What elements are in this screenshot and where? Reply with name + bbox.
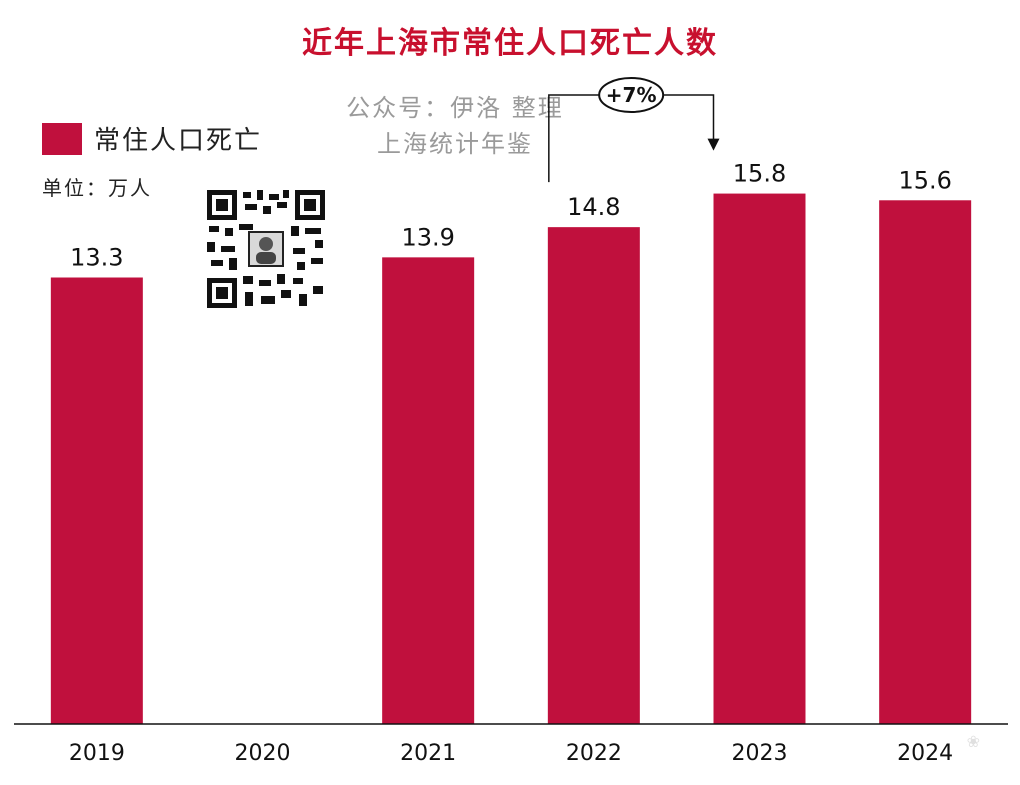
data-label-2023: 15.8 [733,160,786,188]
bar-2019 [50,277,143,724]
annotation-label: +7% [606,83,657,107]
source-line-1: 公众号：伊洛 整理 [346,94,564,122]
legend-swatch [42,122,82,155]
data-label-2019: 13.3 [70,244,123,272]
x-tick-2023: 2023 [732,741,788,766]
x-tick-2019: 2019 [69,741,125,766]
annotation-arrow [707,138,720,151]
bar-2023 [713,193,806,725]
chart-title: 近年上海市常住人口死亡人数 [302,26,718,61]
bar-2022 [547,227,640,724]
x-tick-2024: 2024 [897,741,953,766]
x-tick-2021: 2021 [400,741,456,766]
legend: 常住人口死亡 [42,120,262,157]
bar-2024 [879,200,972,725]
data-label-2022: 14.8 [567,193,620,221]
data-label-2024: 15.6 [898,166,951,194]
qr-code-image [205,188,327,310]
data-label-2021: 13.9 [401,223,454,251]
source-line-2: 上海统计年鉴 [377,130,533,158]
watermark-logo: ❀ [966,732,980,751]
x-tick-2020: 2020 [235,741,291,766]
legend-label: 常住人口死亡 [94,126,263,156]
source-note: 公众号：伊洛 整理 上海统计年鉴 [320,90,590,162]
unit-label: 单位：万人 [42,176,152,200]
x-tick-2022: 2022 [566,741,622,766]
bar-2021 [382,257,475,724]
annotation-badge [598,77,665,113]
